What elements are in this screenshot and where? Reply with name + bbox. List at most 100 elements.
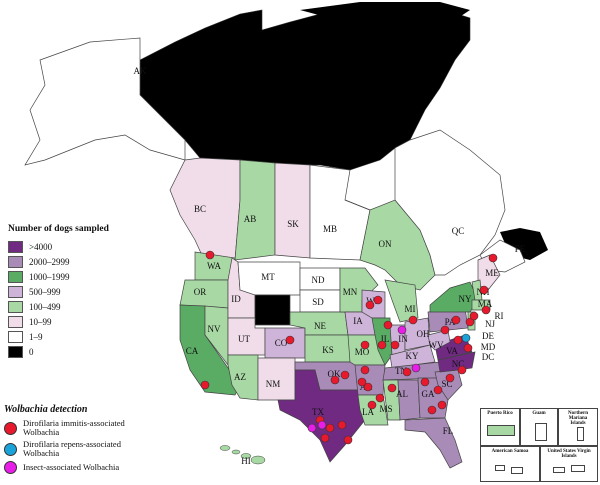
label-AB: AB <box>244 214 257 224</box>
immitis-point <box>383 320 393 330</box>
label-IA: IA <box>353 316 363 326</box>
immitis-point <box>205 250 215 260</box>
immitis-dot-icon <box>4 421 17 435</box>
label-DE: DE <box>482 331 494 341</box>
label-AL: AL <box>396 389 408 399</box>
region-QC <box>394 129 506 276</box>
label-HI: HI <box>241 456 251 466</box>
inset-puerto-rico: Puerto Rico <box>480 408 520 446</box>
region-HI <box>219 445 266 465</box>
label-MO: MO <box>355 347 370 357</box>
label-IL: IL <box>381 334 390 344</box>
immitis-point <box>469 311 479 321</box>
immitis-point <box>360 340 370 350</box>
wolbachia-label: Dirofilaria immitis-associated Wolbachia <box>23 418 125 437</box>
immitis-point <box>325 423 335 433</box>
immitis-point <box>357 377 367 387</box>
insect-point <box>317 420 327 430</box>
immitis-point <box>365 300 375 310</box>
wolbachia-item: Dirofilaria repens-associated Wolbachia <box>4 440 154 458</box>
inset-shape <box>577 427 584 441</box>
region-FL <box>404 417 463 469</box>
immitis-point <box>387 383 397 393</box>
legend-label: 1–9 <box>29 331 43 342</box>
immitis-point <box>363 382 373 392</box>
inset-title: Puerto Rico <box>487 411 513 416</box>
label-ON: ON <box>379 239 392 249</box>
legend-swatch <box>8 240 23 253</box>
label-ID: ID <box>231 294 241 304</box>
inset-guam: Guam <box>520 408 558 446</box>
label-QC: QC <box>452 226 465 236</box>
label-TX: TX <box>312 407 324 417</box>
immitis-point <box>337 420 347 430</box>
legend-label: 10–99 <box>29 316 52 327</box>
label-GA: GA <box>422 389 435 399</box>
immitis-point <box>402 367 412 377</box>
region-KY <box>389 344 436 369</box>
immitis-point <box>200 380 210 390</box>
inset-title: American Samoa <box>491 449 529 454</box>
label-WA: WA <box>207 261 221 271</box>
label-CO: CO <box>275 338 288 348</box>
legend-swatch <box>8 285 23 298</box>
label-FL: FL <box>443 426 454 436</box>
label-ND: ND <box>312 275 325 285</box>
repens-dot-icon <box>4 442 17 456</box>
legend-label: 2000–2999 <box>29 256 70 267</box>
immitis-point <box>427 405 437 415</box>
label-KY: KY <box>406 351 419 361</box>
immitis-point <box>375 393 385 403</box>
wolbachia-label: Insect-associated Wolbachia <box>23 462 120 472</box>
label-SK: SK <box>287 219 299 229</box>
wolbachia-item: Insect-associated Wolbachia <box>4 461 154 474</box>
region-WY <box>254 294 291 326</box>
immitis-point <box>285 335 295 345</box>
label-KS: KS <box>322 345 334 355</box>
immitis-point <box>479 285 489 295</box>
legend-swatch <box>8 330 23 343</box>
immitis-point <box>343 435 353 445</box>
inset-shape <box>495 465 505 471</box>
insect-point <box>411 363 421 373</box>
label-OH: OH <box>417 329 430 339</box>
label-AK: AK <box>134 66 147 76</box>
legend-swatch <box>8 315 23 328</box>
label-RI: RI <box>495 311 504 321</box>
region-SK <box>274 162 311 259</box>
label-MA: MA <box>478 299 493 309</box>
inset-american-samoa: American Samoa <box>480 446 540 482</box>
label-TN: TN <box>395 366 407 376</box>
label-UT: UT <box>238 334 250 344</box>
immitis-point <box>390 340 400 350</box>
region-AL <box>397 379 421 421</box>
legend-item: 10–99 <box>8 314 128 329</box>
legend-label: 1000–1999 <box>29 271 70 282</box>
immitis-point <box>420 377 430 387</box>
label-NM: NM <box>266 379 281 389</box>
legend-item: 2000–2999 <box>8 254 128 269</box>
insect-point <box>397 325 407 335</box>
immitis-point <box>463 343 473 353</box>
region-MI <box>384 279 419 323</box>
legend-item: 500–999 <box>8 284 128 299</box>
label-NV: NV <box>208 324 221 334</box>
immitis-point <box>340 370 350 380</box>
region-MB <box>309 164 371 261</box>
legend-item: 100–499 <box>8 299 128 314</box>
inset-shape <box>535 423 547 441</box>
legend-label: >4000 <box>29 241 53 252</box>
immitis-point <box>437 400 447 410</box>
inset-shape <box>571 465 585 472</box>
inset-title: United States Virgin Islands <box>547 449 591 459</box>
inset-shape <box>487 425 515 436</box>
immitis-point <box>367 400 377 410</box>
region-AB <box>234 159 276 261</box>
label-NC: NC <box>452 359 465 369</box>
label-BC: BC <box>194 204 206 214</box>
label-VA: VA <box>446 346 458 356</box>
legend-item: 0 <box>8 344 128 359</box>
immitis-point <box>408 315 418 325</box>
immitis-point <box>360 365 370 375</box>
